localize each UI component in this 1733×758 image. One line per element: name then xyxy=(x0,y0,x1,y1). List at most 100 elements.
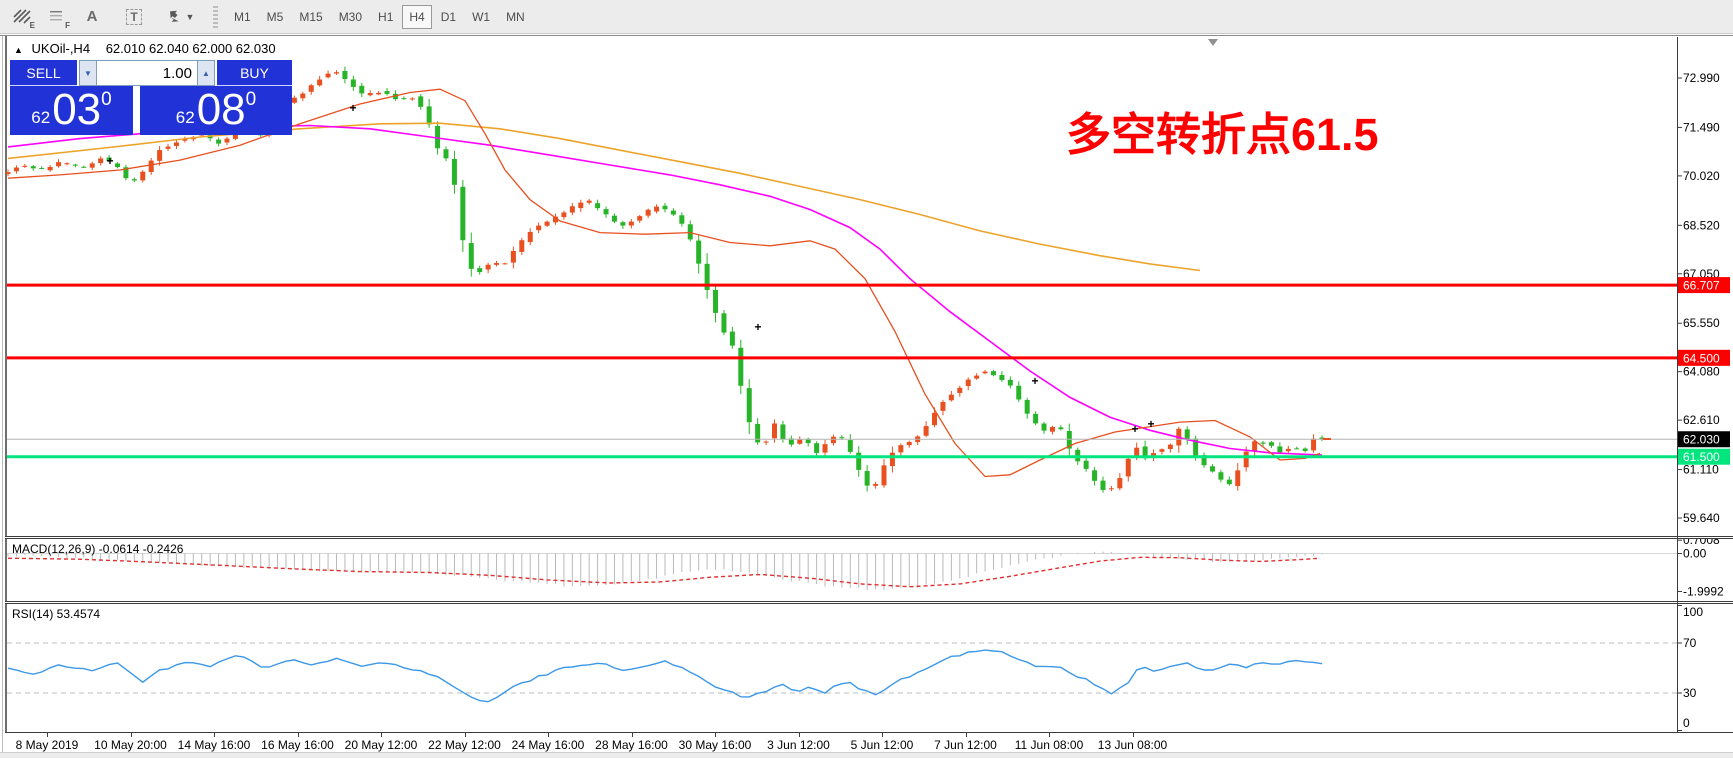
collapse-triangle-icon[interactable]: ▲ xyxy=(14,45,23,55)
svg-text:0.00: 0.00 xyxy=(1683,547,1707,561)
rsi-label: RSI(14) 53.4574 xyxy=(12,607,101,621)
price-chart[interactable]: +++++ +72.99071.49070.02068.52067.05065.5… xyxy=(0,37,1733,536)
svg-text:100: 100 xyxy=(1683,605,1703,619)
moving-averages xyxy=(7,88,1323,478)
timeframe-button-D1[interactable]: D1 xyxy=(434,5,463,29)
svg-text:64.500: 64.500 xyxy=(1683,351,1720,365)
rsi-pane-bottom-border xyxy=(5,732,1733,733)
price-axis-border xyxy=(1677,37,1678,732)
svg-text:72.990: 72.990 xyxy=(1683,71,1720,85)
sell-price-button[interactable]: 62 03 0 xyxy=(10,86,133,135)
ma-slow-line xyxy=(7,122,1201,272)
svg-text:+: + xyxy=(1031,374,1038,388)
text-box-icon[interactable]: T xyxy=(121,5,147,29)
buy-price-sup: 0 xyxy=(245,89,257,110)
macd-signal-line xyxy=(8,556,1318,588)
svg-text:61.110: 61.110 xyxy=(1683,463,1719,477)
timeframe-button-H4[interactable]: H4 xyxy=(402,4,432,29)
time-axis-tick xyxy=(47,733,48,737)
svg-text:66.707: 66.707 xyxy=(1683,279,1720,293)
time-axis-label: 16 May 16:00 xyxy=(261,738,334,752)
time-axis-label: 24 May 16:00 xyxy=(511,738,585,752)
pane-separator[interactable] xyxy=(5,601,1733,604)
time-axis-tick xyxy=(798,733,800,737)
time-axis-label: 11 Jun 08:00 xyxy=(1014,738,1084,752)
time-axis-tick xyxy=(631,733,633,737)
sell-price-prefix: 62 xyxy=(31,108,51,127)
axis-price-badge: 62.030 xyxy=(1678,431,1730,448)
rsi-axis: 100 70 30 0 xyxy=(1677,605,1703,731)
font-icon[interactable]: A xyxy=(86,8,98,25)
buy-price-main: 08 xyxy=(196,85,246,134)
svg-text:70: 70 xyxy=(1683,636,1697,650)
arrows-glyph xyxy=(169,10,179,22)
timeframe-button-W1[interactable]: W1 xyxy=(465,5,497,29)
symbol-period-label: UKOil-,H4 xyxy=(31,41,91,56)
time-axis-label: 13 Jun 08:00 xyxy=(1097,738,1168,752)
timeframe-button-MN[interactable]: MN xyxy=(499,5,532,29)
timeframe-button-M1[interactable]: M1 xyxy=(227,5,258,29)
time-axis-label: 28 May 16:00 xyxy=(595,738,668,752)
time-axis-tick xyxy=(1132,733,1134,737)
svg-text:61.500: 61.500 xyxy=(1683,450,1720,464)
window-left-border-outer xyxy=(2,36,3,757)
svg-text:30: 30 xyxy=(1683,686,1697,700)
one-click-trading-panel: SELL ▼ ▲ BUY 62 03 0 62 08 0 xyxy=(10,60,292,135)
axis-price-badge: 61.500 xyxy=(1678,448,1730,465)
time-axis-label: 20 May 12:00 xyxy=(344,738,418,752)
buy-price-button[interactable]: 62 08 0 xyxy=(140,86,292,135)
volume-decrease-button[interactable]: ▼ xyxy=(79,60,97,86)
pane-separator[interactable] xyxy=(5,536,1733,539)
chart-text-annotation: 多空转折点61.5 xyxy=(1066,109,1379,160)
time-axis-label: 7 Jun 12:00 xyxy=(934,738,997,752)
timeframe-button-H1[interactable]: H1 xyxy=(371,5,400,29)
svg-text:+: + xyxy=(1147,417,1154,431)
timeframe-button-M5[interactable]: M5 xyxy=(260,5,291,29)
time-axis-label: 3 Jun 12:00 xyxy=(767,738,830,752)
grid-icon[interactable]: F xyxy=(44,5,70,30)
timeframe-button-M15[interactable]: M15 xyxy=(292,5,329,29)
svg-text:68.520: 68.520 xyxy=(1683,218,1720,232)
svg-text:62.610: 62.610 xyxy=(1683,413,1720,427)
time-axis-tick xyxy=(548,733,549,737)
rsi-line xyxy=(7,649,1323,703)
macd-label: MACD(12,26,9) -0.0614 -0.2426 xyxy=(12,542,184,556)
time-axis-label: 30 May 16:00 xyxy=(678,738,752,752)
chart-pattern-icon[interactable]: E xyxy=(9,5,35,30)
top-toolbar: E F A T ▼ M1 M5 M15 M30 H1 H4 D1 W1 MN xyxy=(0,0,1733,34)
toolbar-drag-handle[interactable] xyxy=(213,5,218,28)
svg-text:71.490: 71.490 xyxy=(1683,120,1720,134)
axis-price-badge: 64.500 xyxy=(1678,349,1730,366)
icon-badge: F xyxy=(65,20,70,30)
svg-text:+: + xyxy=(349,101,356,115)
ma-mid-line xyxy=(7,124,1323,456)
axis-price-badge: 66.707 xyxy=(1678,277,1730,294)
buy-button[interactable]: BUY xyxy=(217,60,292,86)
rsi-indicator-chart[interactable]: 100 70 30 0 xyxy=(0,604,1733,732)
time-axis-label: 5 Jun 12:00 xyxy=(850,738,914,752)
sell-button[interactable]: SELL xyxy=(10,60,77,86)
icon-badge: E xyxy=(29,20,35,30)
timeframe-button-M30[interactable]: M30 xyxy=(332,5,369,29)
timeframe-button-group: M1 M5 M15 M30 H1 H4 D1 W1 MN xyxy=(226,4,533,29)
grid-glyph xyxy=(50,10,62,20)
ohlc-values: 62.010 62.040 62.000 62.030 xyxy=(105,41,276,56)
svg-text:70.020: 70.020 xyxy=(1683,169,1720,183)
order-arrows-icon[interactable]: ▼ xyxy=(161,5,199,29)
svg-text:+: + xyxy=(106,154,113,168)
volume-increase-button[interactable]: ▲ xyxy=(197,60,215,86)
chart-pattern-glyph xyxy=(13,8,31,24)
ma-fast-line xyxy=(7,88,1321,478)
chevron-down-icon: ▼ xyxy=(185,11,195,22)
time-axis-label: 14 May 16:00 xyxy=(177,738,251,752)
window-top-border xyxy=(0,35,1733,36)
time-axis-tick xyxy=(882,733,883,737)
time-axis-tick xyxy=(965,733,967,737)
candlesticks xyxy=(5,66,1325,493)
svg-text:+: + xyxy=(754,320,761,334)
svg-text:59.640: 59.640 xyxy=(1683,511,1720,525)
time-axis-label: 8 May 2019 xyxy=(15,738,79,752)
volume-input[interactable] xyxy=(97,60,197,86)
window-bottom-edge xyxy=(0,752,1733,758)
